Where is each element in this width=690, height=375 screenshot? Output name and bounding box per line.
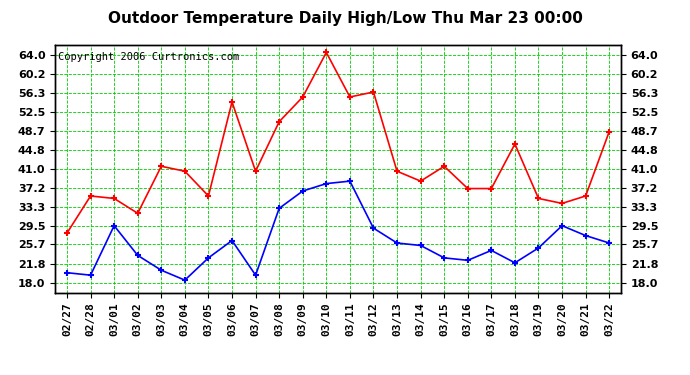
Text: Copyright 2006 Curtronics.com: Copyright 2006 Curtronics.com (58, 53, 239, 62)
Text: Outdoor Temperature Daily High/Low Thu Mar 23 00:00: Outdoor Temperature Daily High/Low Thu M… (108, 11, 582, 26)
